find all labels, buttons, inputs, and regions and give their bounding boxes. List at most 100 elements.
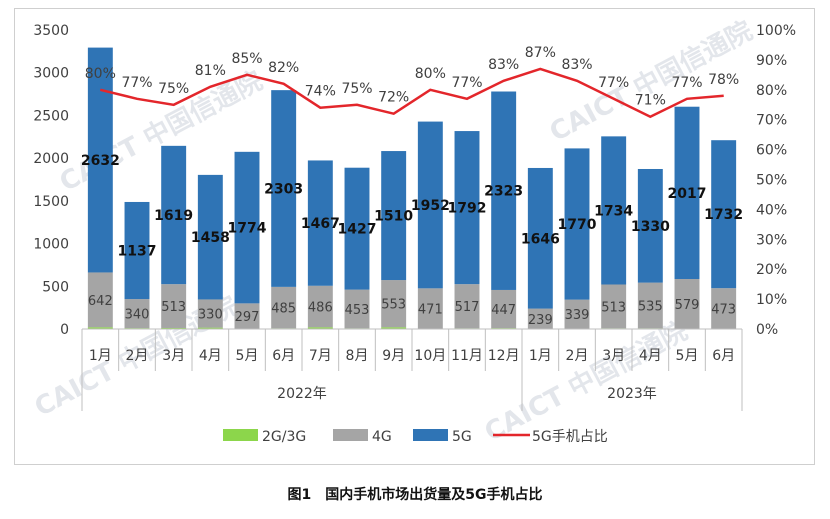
bar-g5-11 [491,91,517,290]
watermark-3: CAICT 中国信通院 [480,315,693,448]
bar-g5-13 [564,148,590,300]
label-4g-6: 486 [308,301,333,316]
y-right-tick-0: 0% [756,322,778,338]
bar-g4-17 [711,288,737,329]
label-4g-7: 453 [345,303,370,318]
bar-g4-0 [87,272,113,328]
label-5g-6: 1467 [301,216,340,232]
bar-g23-3 [197,327,223,329]
bar-g5-9 [417,121,443,289]
bar-g5-2 [161,145,187,285]
x-label-15: 4月 [639,348,662,364]
x-label-9: 10月 [414,348,446,364]
label-4g-17: 473 [711,302,736,317]
label-4g-14: 513 [601,300,626,315]
share-label-14: 77% [598,75,629,91]
label-4g-3: 330 [198,308,223,323]
y-right-tick-5: 50% [756,173,787,189]
bar-g4-1 [124,299,150,329]
label-5g-8: 1510 [374,209,413,225]
share-label-12: 87% [525,45,556,61]
legend-swatch-2 [413,429,448,441]
figure-caption: 图1 国内手机市场出货量及5G手机占比 [287,487,543,503]
label-4g-12: 239 [528,313,553,328]
label-5g-13: 1770 [558,217,597,233]
x-label-2: 3月 [162,348,185,364]
y-left-tick-3: 1500 [33,194,69,210]
bar-g4-5 [271,286,297,329]
label-5g-0: 2632 [81,153,120,169]
label-5g-15: 1330 [631,219,670,235]
y-right-tick-3: 30% [756,232,787,248]
bar-g4-8 [381,280,407,328]
share-label-7: 75% [341,81,372,97]
bar-g4-15 [637,282,663,329]
label-5g-16: 2017 [668,186,707,202]
bar-g5-17 [711,140,737,289]
bar-g4-11 [491,289,517,329]
x-label-14: 3月 [602,348,625,364]
y-left-tick-4: 2000 [33,151,69,167]
label-5g-14: 1734 [594,203,633,219]
bar-g23-2 [161,327,187,329]
x-label-3: 4月 [199,348,222,364]
bar-g4-4 [234,303,260,329]
year-label-0: 2022年 [277,386,327,402]
x-label-16: 5月 [676,348,699,364]
bar-g5-8 [381,151,407,281]
label-4g-5: 485 [271,302,296,317]
bar-g5-10 [454,131,480,285]
label-5g-5: 2303 [264,182,303,198]
y-left-tick-7: 3500 [33,23,69,39]
bar-g5-1 [124,201,150,300]
x-label-10: 11月 [451,348,483,364]
share-label-11: 83% [488,57,519,73]
label-5g-1: 1137 [118,244,157,260]
label-4g-13: 339 [565,308,590,323]
share-label-0: 80% [85,66,116,82]
share-label-1: 77% [121,75,152,91]
label-4g-15: 535 [638,299,663,314]
share-label-6: 74% [305,84,336,100]
label-5g-2: 1619 [154,208,193,224]
x-label-12: 1月 [529,348,552,364]
bar-g5-6 [307,160,333,286]
label-5g-4: 1774 [228,221,267,237]
share-label-16: 77% [671,75,702,91]
share-label-9: 80% [415,66,446,82]
legend-label-2: 5G [452,429,472,445]
share-label-8: 72% [378,90,409,106]
y-left-tick-6: 3000 [33,66,69,82]
y-right-tick-10: 100% [756,23,796,39]
label-4g-11: 447 [491,303,516,318]
label-5g-10: 1792 [448,201,487,217]
bar-g4-2 [161,284,187,328]
label-4g-10: 517 [455,300,480,315]
x-label-17: 6月 [712,348,735,364]
x-label-6: 7月 [309,348,332,364]
y-right-tick-4: 40% [756,202,787,218]
bar-g4-7 [344,289,370,329]
x-label-5: 6月 [272,348,295,364]
bar-g5-7 [344,167,370,290]
y-right-tick-9: 90% [756,53,787,69]
label-5g-12: 1646 [521,231,560,247]
share-label-10: 77% [451,75,482,91]
label-4g-4: 297 [235,310,260,325]
label-5g-11: 2323 [484,184,523,200]
x-label-11: 12月 [488,348,520,364]
y-left-tick-0: 0 [60,322,69,338]
share-line [100,67,724,119]
x-label-13: 2月 [566,348,589,364]
legend-label-1: 4G [372,429,392,445]
share-label-13: 83% [561,57,592,73]
bar-g5-4 [234,151,260,304]
share-label-17: 78% [708,72,739,88]
label-4g-0: 642 [88,294,113,309]
x-label-4: 5月 [236,348,259,364]
bar-g4-9 [417,288,443,329]
share-label-5: 82% [268,60,299,76]
bar-g5-16 [674,106,700,280]
legend-swatch-1 [333,429,368,441]
x-label-7: 8月 [346,348,369,364]
